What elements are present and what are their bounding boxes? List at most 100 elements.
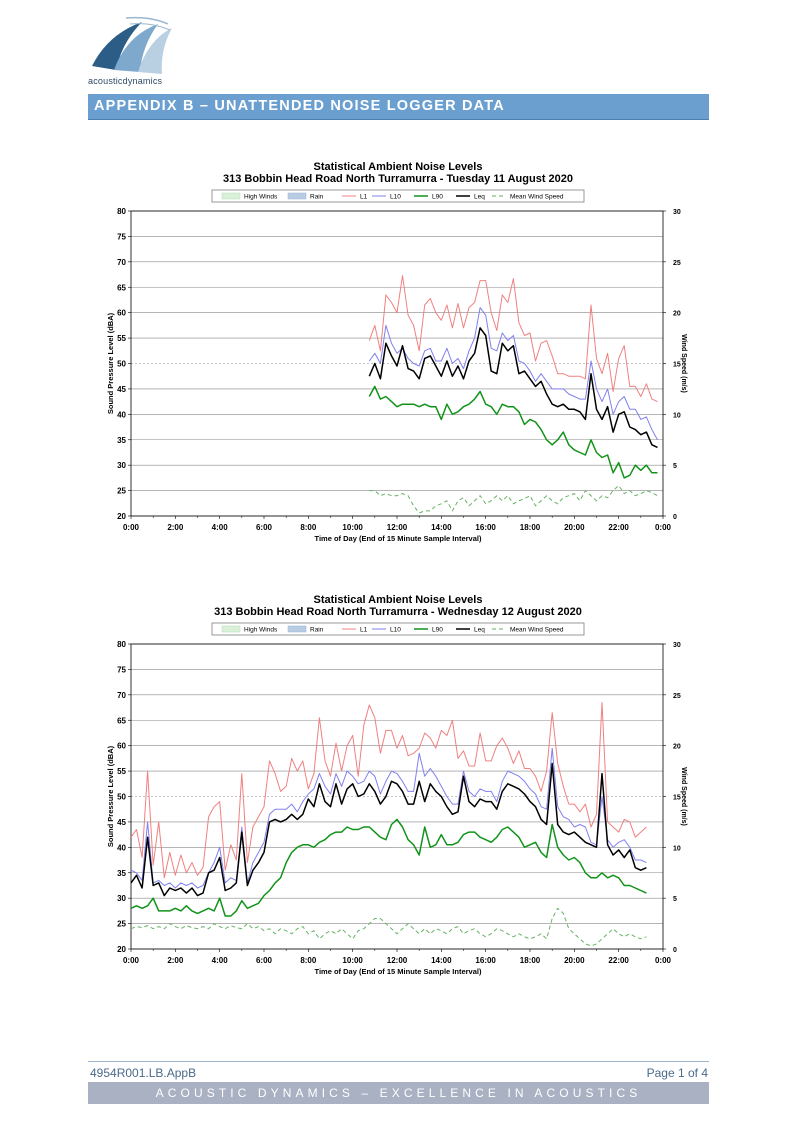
legend-label-rain: Rain — [310, 627, 324, 634]
x-tick-label: 0:00 — [123, 956, 140, 965]
y-tick-label: 45 — [117, 818, 126, 827]
x-tick-label: 12:00 — [387, 956, 408, 965]
series-line-l90 — [130, 818, 647, 917]
chart-subtitle: 313 Bobbin Head Road North Turramurra - … — [214, 606, 582, 618]
y-tick-label: 55 — [117, 767, 126, 776]
legend-swatch-rain — [287, 625, 307, 633]
y-tick-label: 65 — [117, 716, 126, 725]
y-tick-label: 35 — [117, 436, 126, 445]
y2-tick-label: 20 — [673, 744, 681, 751]
x-tick-label: 2:00 — [167, 956, 184, 965]
footer-tagline: ACOUSTIC DYNAMICS – EXCELLENCE IN ACOUST… — [155, 1086, 642, 1100]
company-logo: acousticdynamics — [86, 14, 176, 90]
x-tick-label: 16:00 — [475, 956, 496, 965]
legend-swatch-rain — [287, 192, 307, 200]
y-tick-label: 75 — [117, 665, 126, 674]
x-tick-label: 20:00 — [564, 956, 585, 965]
y-tick-label: 25 — [117, 487, 126, 496]
y-axis-label: Sound Pressure Level (dBA) — [106, 312, 115, 414]
series-line-leq — [130, 762, 647, 897]
legend-swatch-high-winds — [221, 625, 241, 633]
x-tick-label: 0:00 — [123, 523, 140, 532]
x-axis-label: Time of Day (End of 15 Minute Sample Int… — [315, 967, 482, 976]
appendix-banner: APPENDIX B – UNATTENDED NOISE LOGGER DAT… — [88, 94, 709, 120]
y-tick-label: 65 — [117, 283, 126, 292]
page-number: Page 1 of 4 — [646, 1066, 708, 1080]
footer-tagline-bar: ACOUSTIC DYNAMICS – EXCELLENCE IN ACOUST… — [88, 1082, 709, 1104]
legend-label-leq: Leq — [474, 627, 485, 634]
y-tick-label: 25 — [117, 920, 126, 929]
y2-tick-label: 15 — [673, 795, 681, 802]
y2-tick-label: 0 — [673, 514, 677, 521]
y-tick-label: 50 — [117, 793, 126, 802]
x-tick-label: 8:00 — [300, 956, 317, 965]
x-tick-label: 18:00 — [520, 523, 541, 532]
y2-tick-label: 5 — [673, 463, 677, 470]
series-line-l10 — [368, 307, 658, 441]
document-reference: 4954R001.LB.AppB — [90, 1066, 197, 1080]
y2-axis-label: Wind Speed (m/s) — [680, 334, 687, 393]
x-tick-label: 0:00 — [655, 523, 672, 532]
series-line-l1 — [368, 275, 658, 403]
y2-axis-label: Wind Speed (m/s) — [680, 767, 687, 826]
series-line-l10 — [130, 747, 647, 889]
x-tick-label: 18:00 — [520, 956, 541, 965]
y-tick-label: 80 — [117, 640, 126, 649]
x-tick-label: 14:00 — [431, 523, 452, 532]
legend-label-l1: L1 — [360, 627, 368, 634]
y-tick-label: 70 — [117, 691, 126, 700]
x-tick-label: 4:00 — [212, 523, 229, 532]
logo-sails-icon — [92, 16, 172, 74]
x-tick-label: 20:00 — [564, 523, 585, 532]
y-tick-label: 75 — [117, 232, 126, 241]
y-tick-label: 60 — [117, 309, 126, 318]
y2-tick-label: 25 — [673, 693, 681, 700]
y-tick-label: 80 — [117, 207, 126, 216]
chart-subtitle: 313 Bobbin Head Road North Turramurra - … — [223, 173, 573, 185]
y2-tick-label: 15 — [673, 362, 681, 369]
y2-tick-label: 10 — [673, 412, 681, 419]
y-tick-label: 60 — [117, 742, 126, 751]
legend-label-l90: L90 — [432, 194, 443, 201]
y-tick-label: 20 — [117, 512, 126, 521]
y2-tick-label: 0 — [673, 947, 677, 954]
series-line-l90 — [368, 385, 658, 479]
series-line-mean-wind-speed — [369, 485, 658, 514]
x-tick-label: 12:00 — [387, 523, 408, 532]
chart-title: Statistical Ambient Noise Levels — [314, 161, 483, 173]
plot-area-border — [130, 210, 664, 517]
legend-label-high-winds: High Winds — [244, 627, 278, 634]
x-tick-label: 10:00 — [342, 956, 363, 965]
legend-label-l90: L90 — [432, 627, 443, 634]
x-tick-label: 16:00 — [475, 523, 496, 532]
x-tick-label: 10:00 — [342, 523, 363, 532]
legend-label-mean-wind-speed: Mean Wind Speed — [510, 627, 564, 634]
x-tick-label: 4:00 — [212, 956, 229, 965]
y-tick-label: 50 — [117, 360, 126, 369]
y-tick-label: 45 — [117, 385, 126, 394]
x-tick-label: 0:00 — [655, 956, 672, 965]
y-tick-label: 20 — [117, 945, 126, 954]
y-axis-label: Sound Pressure Level (dBA) — [106, 745, 115, 847]
footer-divider — [88, 1061, 709, 1062]
legend-label-mean-wind-speed: Mean Wind Speed — [510, 194, 564, 201]
legend-label-l10: L10 — [390, 627, 401, 634]
logo-text: acousticdynamics — [88, 76, 163, 86]
x-tick-label: 22:00 — [608, 523, 629, 532]
legend-label-rain: Rain — [310, 194, 324, 201]
banner-title: APPENDIX B – UNATTENDED NOISE LOGGER DAT… — [94, 98, 505, 114]
y2-tick-label: 20 — [673, 311, 681, 318]
x-tick-label: 22:00 — [608, 956, 629, 965]
series-line-leq — [368, 327, 658, 449]
x-axis-label: Time of Day (End of 15 Minute Sample Int… — [315, 534, 482, 543]
x-tick-label: 6:00 — [256, 523, 273, 532]
y2-tick-label: 30 — [673, 209, 681, 216]
y-tick-label: 30 — [117, 461, 126, 470]
y2-tick-label: 25 — [673, 260, 681, 267]
y2-tick-label: 5 — [673, 896, 677, 903]
x-tick-label: 6:00 — [256, 956, 273, 965]
x-tick-label: 8:00 — [300, 523, 317, 532]
chart-title: Statistical Ambient Noise Levels — [314, 594, 483, 606]
plot-area-border — [130, 643, 664, 950]
